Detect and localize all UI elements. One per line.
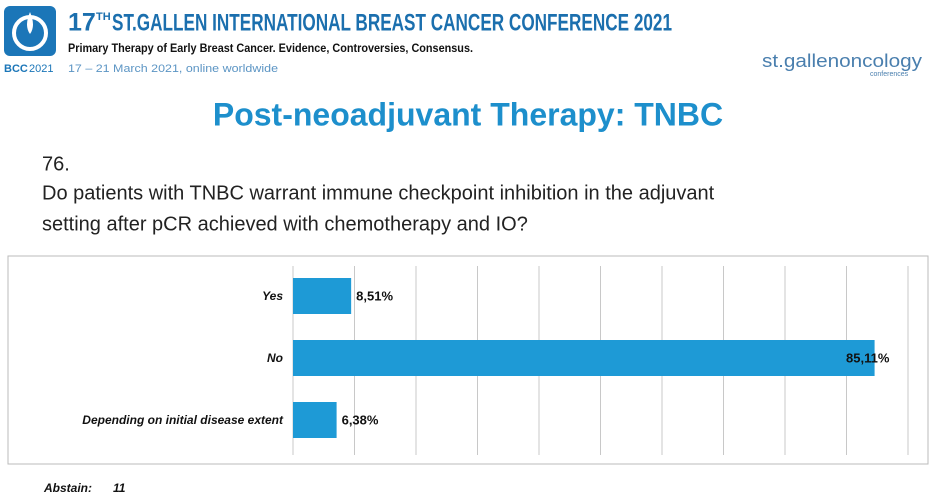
value-label: 6,38%: [342, 412, 379, 427]
brand: st.gallenoncology: [762, 51, 922, 71]
edition-suffix: TH: [96, 11, 111, 23]
bar: [293, 402, 337, 438]
value-label: 8,51%: [356, 288, 393, 303]
abstain-value: 11: [113, 481, 126, 495]
slide-title: Post-neoadjuvant Therapy: TNBC: [213, 96, 723, 132]
conference-subtitle: Primary Therapy of Early Breast Cancer. …: [68, 41, 473, 55]
bar: [293, 278, 352, 314]
value-label: 85,11%: [846, 350, 890, 365]
question-line: setting after pCR achieved with chemothe…: [42, 213, 528, 235]
conference-title: ST.GALLEN INTERNATIONAL BREAST CANCER CO…: [112, 9, 672, 36]
edition: 17: [68, 9, 96, 37]
chart-frame: [7, 255, 929, 465]
brand-sub: conferences: [870, 71, 909, 78]
question-number: 76.: [42, 153, 70, 175]
category-label: Depending on initial disease extent: [82, 413, 284, 427]
logo-drop: [27, 12, 33, 34]
abstain-label: Abstain:: [43, 481, 92, 495]
logo-year: 2021: [29, 63, 53, 75]
logo-name: BCC: [4, 63, 28, 75]
category-label: No: [267, 351, 283, 365]
question-line: Do patients with TNBC warrant immune che…: [42, 182, 715, 204]
conference-dates: 17 – 21 March 2021, online worldwide: [68, 63, 278, 75]
bar: [293, 340, 875, 376]
category-label: Yes: [262, 289, 283, 303]
